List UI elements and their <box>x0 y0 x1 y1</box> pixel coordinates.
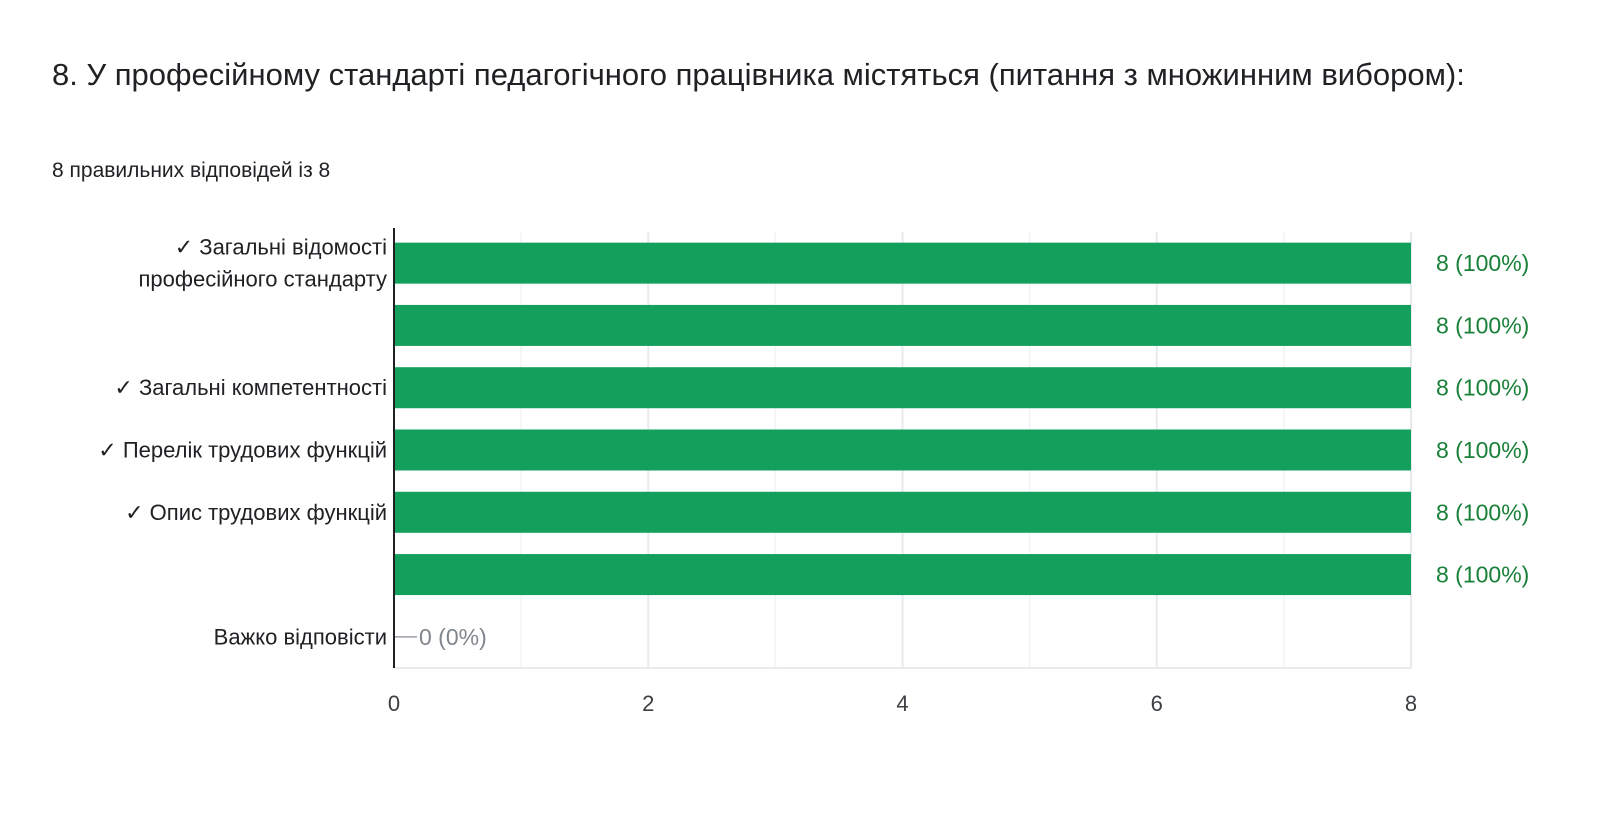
x-tick-label: 4 <box>896 691 908 716</box>
category-label: професійного стандарту <box>138 267 387 292</box>
x-tick-label: 0 <box>388 691 400 716</box>
bar <box>394 429 1411 471</box>
category-label: ✓ Опис трудових функцій <box>125 500 387 525</box>
bar-value-label: 8 (100%) <box>1436 250 1529 276</box>
bar-value-label: 8 (100%) <box>1436 437 1529 463</box>
x-tick-label: 8 <box>1405 691 1417 716</box>
category-label: ✓ Перелік трудових функцій <box>98 438 387 463</box>
category-label: Важко відповісти <box>214 624 387 649</box>
bar-value-label: 8 (100%) <box>1436 562 1529 588</box>
category-label: ✓ Загальні компетентності <box>114 375 387 400</box>
bar-value-label: 8 (100%) <box>1436 499 1529 525</box>
x-tick-label: 2 <box>642 691 654 716</box>
x-tick-label: 6 <box>1151 691 1163 716</box>
question-title: 8. У професійному стандарті педагогічног… <box>52 57 1465 92</box>
bar-value-label: 0 (0%) <box>419 624 487 650</box>
bar <box>394 367 1411 409</box>
correct-answers-count: 8 правильних відповідей із 8 <box>52 159 331 182</box>
bar <box>394 304 1411 346</box>
bar <box>394 242 1411 284</box>
bar <box>394 491 1411 533</box>
category-label: ✓ Загальні відомості <box>175 235 387 260</box>
bar-value-label: 8 (100%) <box>1436 375 1529 401</box>
bar <box>394 554 1411 596</box>
bar-value-label: 8 (100%) <box>1436 312 1529 338</box>
